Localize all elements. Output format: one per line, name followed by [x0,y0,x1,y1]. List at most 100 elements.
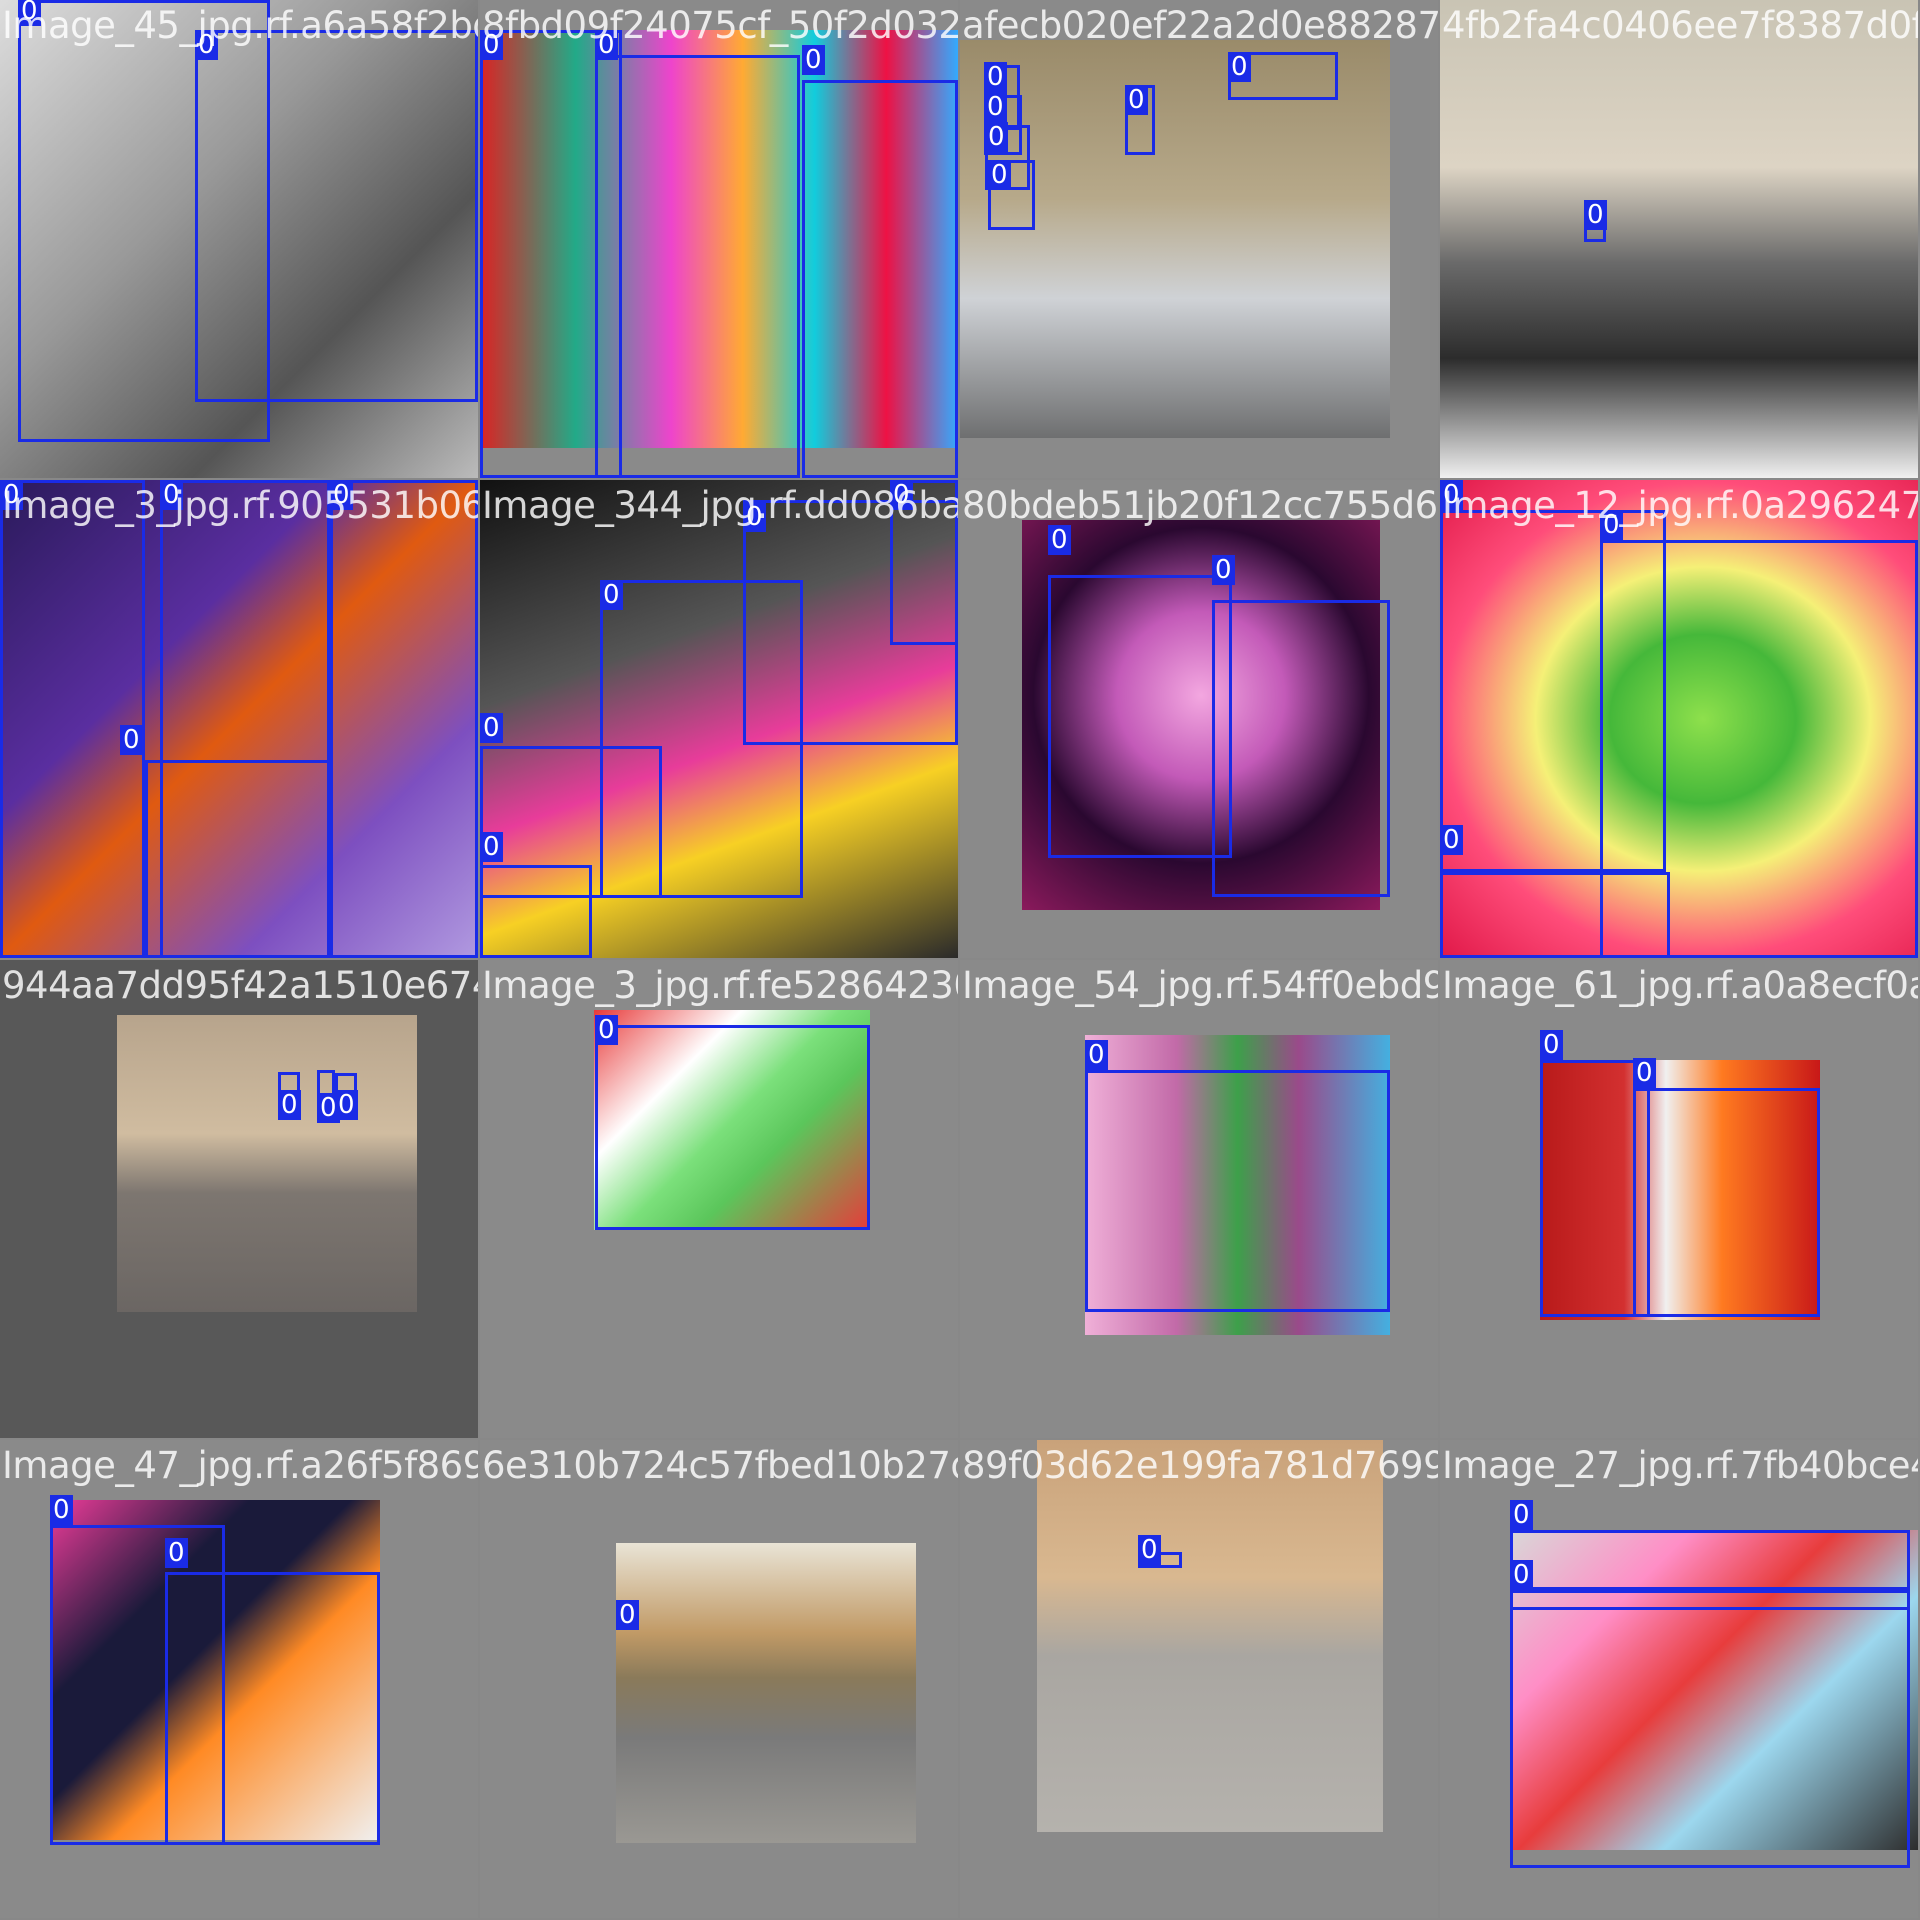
bounding-box [1048,575,1232,858]
tile: 0 Image_54_jpg.rf.54ff0ebd906 [960,960,1438,1438]
bounding-box [1510,1590,1910,1610]
tile-image [1440,480,1918,958]
box-class-label: 0 [595,1015,618,1045]
bounding-box [145,760,330,958]
box-class-label: 0 [1085,1040,1108,1070]
box-class-label: 0 [1048,525,1071,555]
bounding-box [50,1525,225,1845]
box-class-label: 0 [1600,510,1623,540]
tile-image [50,1500,380,1840]
tile: 0 0 Image_61_jpg.rf.a0a8ecf0ab [1440,960,1918,1438]
box-class-label: 0 [480,30,503,60]
tile-image [1037,1440,1383,1832]
tile-image [480,480,958,958]
box-class-label: 0 [1138,1535,1161,1565]
tile-image [1540,1060,1820,1320]
box-class-label: 0 [165,1538,188,1568]
tile: 0 0 Image_27_jpg.rf.7fb40bce41 [1440,1440,1918,1918]
box-class-label: 0 [18,0,41,26]
box-class-label: 0 [317,1093,340,1123]
box-class-label: 0 [195,30,218,60]
box-class-label: 0 [1212,555,1235,585]
tile: 0 0 0 0 Image_3_jpg.rf.905531b069 [0,480,478,958]
tile: 089f03d62e199fa781d7699bb [960,1440,1438,1918]
box-class-label: 0 [330,480,353,510]
box-class-label: 0 [890,480,913,510]
box-class-label: 0 [1125,85,1148,115]
tile-filename: 944aa7dd95f42a1510e67449 [2,964,478,1007]
bounding-box [595,55,800,478]
box-class-label: 0 [160,480,183,510]
box-class-label: 0 [1540,1030,1563,1060]
bounding-box [1510,1590,1910,1868]
box-class-label: 0 [743,502,766,532]
bounding-box [988,160,1035,230]
bounding-box [165,1572,380,1845]
tile: 0 0 Image_45_jpg.rf.a6a58f2bd [0,0,478,478]
box-class-label: 0 [988,160,1011,190]
bounding-box [600,580,803,898]
bounding-box [1633,1088,1820,1317]
box-class-label: 0 [595,30,618,60]
tile: 0 0 Image_47_jpg.rf.a26f5f8692 [0,1440,478,1918]
box-class-label: 0 [1633,1058,1656,1088]
bounding-box [890,480,958,645]
bounding-box [480,746,662,898]
box-class-label: 0 [1584,200,1607,230]
bounding-box [330,480,478,958]
tile: 000944aa7dd95f42a1510e67449 [0,960,478,1438]
tile: 0 0 0 8fbd09f24075cf_50f2d032d7 [480,0,958,478]
box-class-label: 0 [120,725,143,755]
tile-filename: Image_54_jpg.rf.54ff0ebd906 [962,964,1438,1007]
box-class-label: 0 [984,92,1007,122]
box-class-label: 0 [985,122,1008,152]
box-class-label: 0 [1510,1560,1533,1590]
bounding-box [480,865,592,958]
tile-image [616,1543,916,1843]
box-class-label: 0 [600,580,623,610]
box-class-label: 0 [1228,52,1251,82]
bounding-box [802,80,958,478]
tile: 0 0 0 0 0 0 afecb020ef22a2d0e88287e6 [960,0,1438,478]
bounding-box [1510,1530,1910,1590]
tile-filename: Image_47_jpg.rf.a26f5f8692 [2,1444,478,1487]
tile-filename: Image_61_jpg.rf.a0a8ecf0ab [1442,964,1918,1007]
tile-filename: Image_3_jpg.rf.fe52864230 [482,964,958,1007]
tile-image [1085,1035,1390,1335]
bounding-box [0,480,145,958]
tile-image [1440,0,1918,478]
box-class-label: 0 [1440,825,1463,855]
box-class-label: 0 [984,62,1007,92]
box-class-label: 0 [50,1495,73,1525]
tile: 0 0 80bdeb51jb20f12cc755d65c [960,480,1438,958]
box-class-label: 0 [480,713,503,743]
bounding-box [18,0,270,442]
box-class-label: 0 [616,1600,639,1630]
bounding-box [1212,600,1390,897]
tile-image [0,0,478,478]
box-class-label: 0 [1440,480,1463,510]
bounding-box [1085,1070,1390,1312]
box-class-label: 0 [335,1090,358,1120]
bounding-box [1440,510,1666,872]
bounding-box [480,30,622,478]
tile-image [594,1010,870,1230]
tile-image [480,30,958,448]
tile-filename: Image_27_jpg.rf.7fb40bce41 [1442,1444,1918,1487]
tile: 0 6e310b724c57fbed10b27d67 [480,1440,958,1918]
tile-image [1510,1530,1918,1850]
box-class-label: 0 [480,832,503,862]
bounding-box [195,30,478,402]
bounding-box [1440,872,1670,958]
tile-image [960,40,1390,438]
tile: 0 0 0 Image_12_jpg.rf.0a296247f1 [1440,480,1918,958]
tile: 0 4fb2fa4c0406ee7f8387d0f94 [1440,0,1918,478]
tile-image [117,1015,417,1312]
tile: 0 Image_3_jpg.rf.fe52864230 [480,960,958,1438]
bounding-box [1540,1060,1650,1317]
bounding-box [1600,540,1918,958]
box-class-label: 0 [1510,1500,1533,1530]
tile-image [1022,520,1380,910]
box-class-label: 0 [0,480,23,510]
